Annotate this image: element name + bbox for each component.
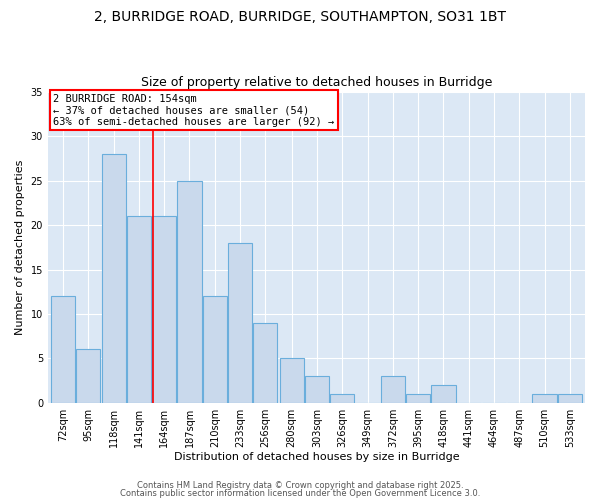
Text: 2, BURRIDGE ROAD, BURRIDGE, SOUTHAMPTON, SO31 1BT: 2, BURRIDGE ROAD, BURRIDGE, SOUTHAMPTON,…: [94, 10, 506, 24]
Bar: [253, 323, 277, 402]
X-axis label: Distribution of detached houses by size in Burridge: Distribution of detached houses by size …: [173, 452, 459, 462]
Bar: [203, 296, 227, 403]
Bar: [558, 394, 582, 402]
Bar: [178, 181, 202, 402]
Bar: [152, 216, 176, 402]
Y-axis label: Number of detached properties: Number of detached properties: [15, 160, 25, 335]
Bar: [51, 296, 75, 403]
Text: 2 BURRIDGE ROAD: 154sqm
← 37% of detached houses are smaller (54)
63% of semi-de: 2 BURRIDGE ROAD: 154sqm ← 37% of detache…: [53, 94, 335, 127]
Text: Contains HM Land Registry data © Crown copyright and database right 2025.: Contains HM Land Registry data © Crown c…: [137, 481, 463, 490]
Bar: [76, 350, 100, 403]
Bar: [228, 243, 252, 402]
Bar: [280, 358, 304, 403]
Text: Contains public sector information licensed under the Open Government Licence 3.: Contains public sector information licen…: [120, 488, 480, 498]
Bar: [127, 216, 151, 402]
Bar: [101, 154, 126, 402]
Bar: [406, 394, 430, 402]
Bar: [431, 385, 455, 402]
Bar: [381, 376, 405, 402]
Bar: [330, 394, 355, 402]
Title: Size of property relative to detached houses in Burridge: Size of property relative to detached ho…: [141, 76, 492, 90]
Bar: [305, 376, 329, 402]
Bar: [532, 394, 557, 402]
